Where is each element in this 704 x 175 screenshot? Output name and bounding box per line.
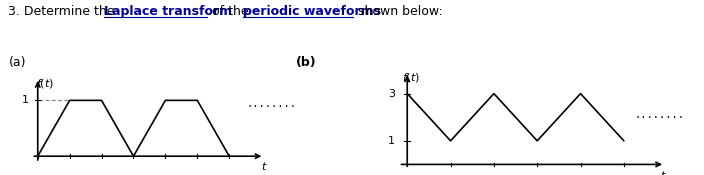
Text: shown below:: shown below: [354, 5, 443, 18]
Text: 1: 1 [22, 95, 29, 105]
Text: ........: ........ [635, 110, 685, 120]
Text: $t$: $t$ [261, 160, 268, 172]
Text: $t$: $t$ [660, 169, 667, 175]
Text: 3. Determine the: 3. Determine the [8, 5, 119, 18]
Text: Laplace transform: Laplace transform [104, 5, 232, 18]
Text: (b): (b) [296, 56, 316, 69]
Text: ........: ........ [247, 99, 297, 109]
Text: $f(t)$: $f(t)$ [36, 77, 54, 90]
Text: 3: 3 [388, 89, 395, 99]
Text: periodic waveforms: periodic waveforms [243, 5, 381, 18]
Text: of the: of the [208, 5, 252, 18]
Text: (a): (a) [8, 56, 26, 69]
Text: $f(t)$: $f(t)$ [402, 71, 420, 84]
Text: 1: 1 [388, 136, 395, 146]
